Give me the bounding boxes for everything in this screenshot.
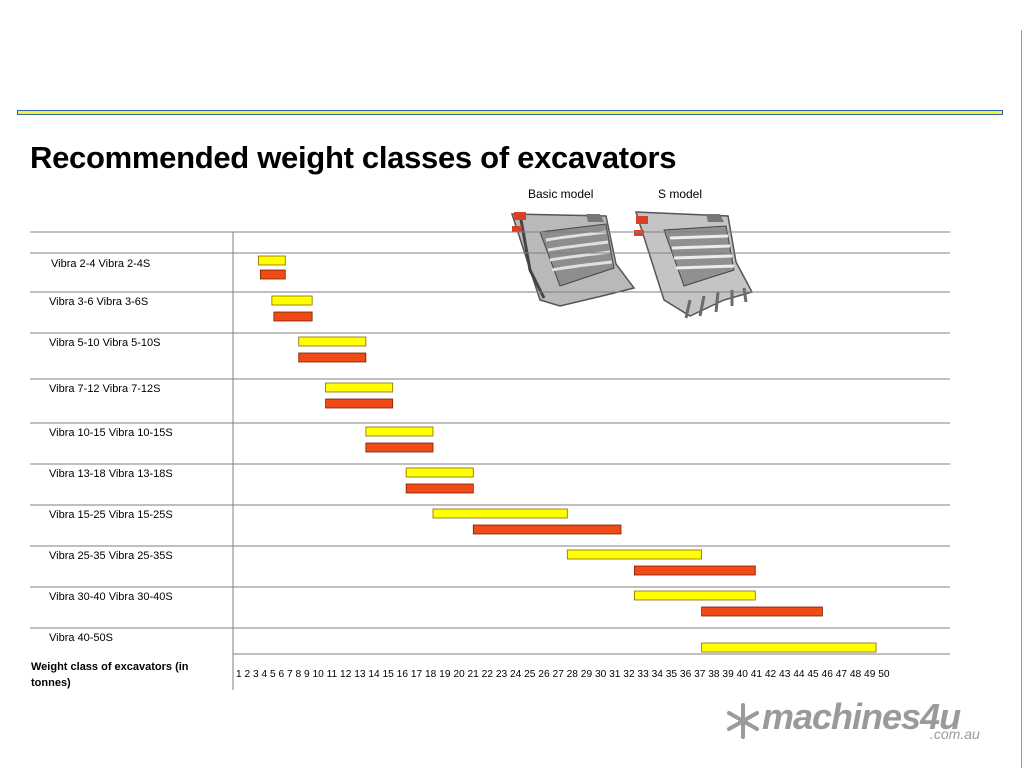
row-label: Vibra 3-6 Vibra 3-6S (49, 296, 149, 308)
basic-model-bar (298, 336, 367, 347)
row-label: Vibra 7-12 Vibra 7-12S (49, 383, 161, 395)
snowflake-icon (727, 703, 759, 739)
page-title: Recommended weight classes of excavators (30, 140, 677, 175)
s-model-bar (298, 352, 367, 363)
logo-wordmark: machines4u (762, 696, 961, 737)
legend-s-model: S model (658, 187, 703, 201)
legend-basic-model: Basic model (528, 187, 594, 201)
basic-model-bar (405, 467, 474, 478)
s-model-bar (472, 524, 622, 535)
row-label: Vibra 10-15 Vibra 10-15S (49, 427, 173, 439)
basic-bucket-image (510, 212, 636, 307)
row-label: Vibra 40-50S (49, 632, 114, 644)
s-model-bar (701, 606, 823, 617)
basic-model-bar (365, 426, 434, 437)
row-label: Vibra 30-40 Vibra 30-40S (49, 591, 173, 603)
s-model-bar (273, 311, 313, 322)
s-model-bar (405, 483, 474, 494)
header-rule (17, 110, 1003, 115)
basic-model-bar (634, 590, 756, 601)
basic-model-bar (325, 382, 394, 393)
s-bucket-image (634, 211, 754, 319)
basic-model-bar (701, 642, 877, 653)
basic-model-bar (566, 549, 702, 560)
row-label: Vibra 13-18 Vibra 13-18S (49, 468, 173, 480)
logo-domain: .com.au (930, 726, 980, 742)
s-model-bar (325, 398, 394, 409)
s-model-bar (260, 269, 286, 280)
x-tick-labels: 1 2 3 4 5 6 7 8 9 10 11 12 13 14 15 16 1… (236, 669, 890, 680)
s-model-bar (365, 442, 434, 453)
row-label: Vibra 25-35 Vibra 25-35S (49, 550, 173, 562)
x-axis-label: Weight class of excavators (in tonnes) (31, 661, 189, 689)
basic-model-bar (271, 295, 313, 306)
basic-model-bar (258, 255, 286, 266)
row-label: Vibra 5-10 Vibra 5-10S (49, 337, 161, 349)
basic-model-bar (432, 508, 568, 519)
slide-right-edge (1021, 30, 1022, 768)
s-model-bar (634, 565, 756, 576)
row-label: Vibra 2-4 Vibra 2-4S (51, 258, 151, 270)
row-label: Vibra 15-25 Vibra 15-25S (49, 509, 173, 521)
machines4u-logo: machines4u .com.au (724, 696, 994, 742)
